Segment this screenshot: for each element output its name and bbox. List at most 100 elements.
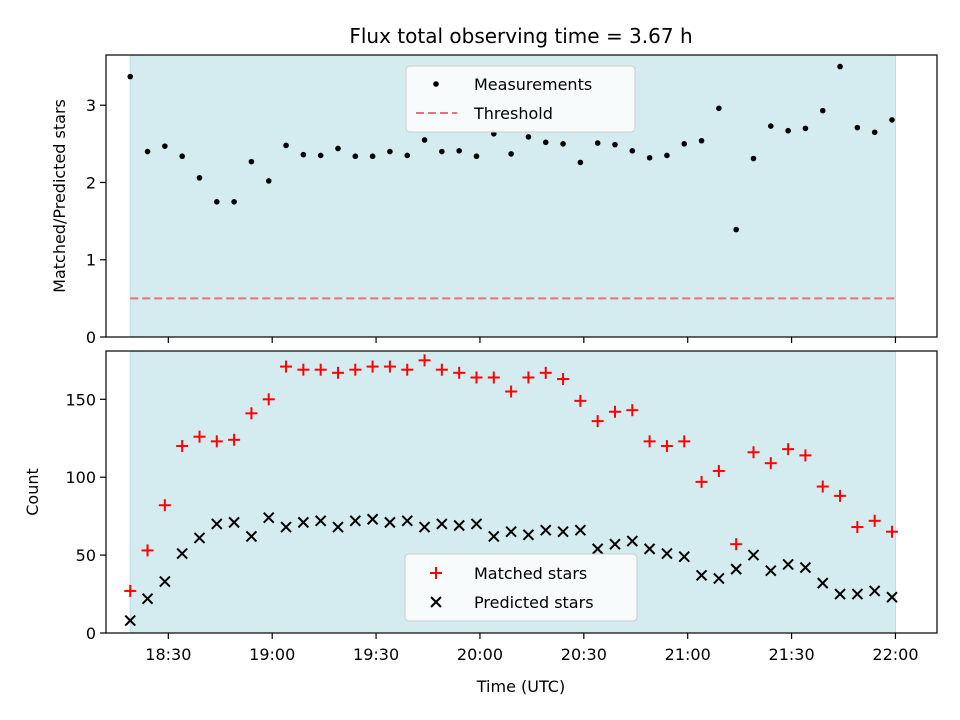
matched-legend-marker [430,567,442,579]
bottom-y-tick-label: 150 [65,390,96,409]
matched-stars-point [505,385,518,398]
measurement-point [162,143,168,149]
bottom-axes-frame [105,350,938,634]
measurement-point [785,127,791,134]
matched-stars-point [695,475,708,488]
predicted-stars-point [765,564,777,577]
predicted-stars-point [245,530,258,543]
top-y-tick-label: 3 [86,96,96,115]
measurement-point [889,117,895,123]
matched-stars-point [608,405,621,418]
x-tick-label: 20:00 [457,645,503,664]
predicted-stars-point [626,535,639,547]
predicted-stars-point [868,585,881,597]
measurement-point [560,141,566,147]
predicted-stars-point [661,547,673,560]
measurement-point [508,151,514,157]
predicted-stars-point [557,526,569,538]
matched-stars-point [366,360,379,373]
predicted-stars-point [366,513,379,525]
top-axes-frame [105,54,938,338]
measurements-legend-marker [433,81,439,87]
matched-stars-point [383,360,396,373]
matched-stars-point [799,449,812,462]
top-legend-box [405,65,636,133]
measurement-point [716,105,722,112]
measurement-point [214,198,220,205]
measurement-point [646,154,653,161]
x-tick-label: 19:00 [249,645,295,664]
measurement-point [335,145,341,152]
top-panel: 0 1 2 3 Matched/Predicted stars Measurement… [50,54,938,347]
top-y-tick-label: 0 [86,328,96,347]
predicted-stars-point [263,512,275,524]
predicted-stars-point [211,518,223,530]
measurement-point [387,148,393,155]
measurement-point [369,153,376,160]
measurement-point [144,148,151,155]
measurement-point [871,129,878,136]
predicted-stars-point [713,572,725,585]
measurement-point [698,137,705,144]
matched-stars-point [816,480,829,493]
measurement-point [439,148,445,155]
measurement-point [196,175,203,181]
measurement-point [837,63,843,70]
threshold-legend-label: Threshold [473,104,553,123]
predicted-stars-point [834,588,846,600]
predicted-stars-point [470,518,483,530]
matched-stars-point [522,371,535,384]
measurement-point [819,107,826,114]
measurement-point [802,125,809,132]
x-tick-label: 22:00 [872,645,918,664]
predicted-stars-point [886,591,898,603]
predicted-stars-point [851,588,864,600]
matched-stars-point [591,415,604,428]
x-tick-label: 21:30 [769,645,815,664]
matched-stars-point [453,366,466,379]
predicted-stars-point [453,519,465,532]
matched-stars-point [557,373,570,386]
predicted-stars-point [384,516,396,529]
predicted-stars-point [695,569,708,582]
predicted-stars-point [297,516,310,529]
matched-stars-point [470,371,483,384]
x-tick-label: 18:30 [145,645,191,664]
predicted-stars-point [488,530,500,543]
matched-stars-point [262,393,275,406]
matched-stars-point [626,404,639,417]
measurement-point [421,137,428,143]
predicted-legend-marker [430,596,442,608]
measurement-point [179,153,185,160]
measurements-legend-label: Measurements [474,75,592,94]
measurement-point [733,226,739,233]
x-tick-label: 19:30 [353,645,399,664]
bottom-y-axis-label: Count [23,468,42,516]
predicted-stars-point [159,575,171,588]
measurement-point [231,198,237,205]
top-y-tick-label: 2 [86,173,96,192]
predicted-stars-point [799,561,812,574]
matched-stars-point [435,363,448,376]
measurement-point [127,73,134,80]
bottom-y-tick-label: 0 [86,624,96,643]
matched-stars-point [176,440,189,453]
measurement-point [664,152,670,159]
matched-stars-point [210,435,223,448]
predicted-stars-point [817,577,829,589]
matched-stars-point [280,360,293,373]
matched-stars-point [314,363,327,376]
measurement-point [525,134,532,140]
matched-stars-point [730,538,743,551]
measurement-point [629,148,636,154]
bottom-x-ticks: 18:30 19:00 19:30 20:00 20:30 21:00 21:30 22:00 [145,633,919,664]
matched-stars-point [660,440,673,453]
matched-stars-point [401,363,414,376]
top-y-ticks: 0 1 2 3 [86,96,106,347]
measurement-point [300,151,307,158]
predicted-stars-point [678,550,690,563]
predicted-stars-point [176,547,188,560]
predicted-stars-point [141,593,154,605]
matched-stars-point [574,394,587,407]
top-x-ticks [167,337,897,343]
